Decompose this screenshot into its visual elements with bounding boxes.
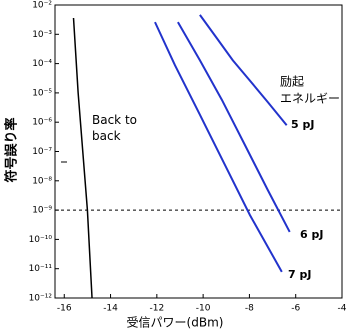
series-line (154, 21, 283, 273)
y-tick-label: 10⁻² (32, 1, 52, 11)
y-tick-label: 10⁻¹² (29, 294, 53, 304)
x-axis-label: 受信パワー(dBm) (127, 316, 224, 330)
series-label: 5 pJ (291, 118, 314, 131)
y-tick-label: 10⁻⁹ (32, 206, 52, 216)
x-tick-label: -12 (149, 304, 164, 314)
x-tick-label: -16 (57, 304, 72, 314)
y-tick-label: 10⁻⁷ (32, 147, 52, 157)
y-axis-label: 符号誤り率 (4, 117, 20, 182)
series-label: 7 pJ (288, 268, 311, 281)
series-line (177, 21, 291, 233)
x-tick-label: -14 (103, 304, 118, 314)
y-tick-label: 10⁻⁸ (32, 176, 52, 186)
x-tick-label: -6 (291, 304, 300, 314)
annotation: 励起 (280, 75, 304, 89)
y-tick-label: 10⁻⁶ (32, 118, 52, 128)
x-tick-label: -10 (196, 304, 211, 314)
series-line (199, 14, 288, 126)
y-tick-label: 10⁻⁵ (32, 88, 52, 98)
plot-frame (54, 4, 343, 299)
annotation: エネルギー (280, 92, 340, 106)
y-tick-label: 10⁻⁴ (32, 59, 52, 69)
y-tick-label: 10⁻³ (32, 30, 52, 40)
series-label: 6 pJ (300, 228, 323, 241)
y-tick-label: 10⁻¹¹ (29, 264, 53, 274)
series-line (72, 17, 93, 299)
series-label: Back to back (92, 113, 137, 143)
x-tick-label: -4 (338, 304, 347, 314)
y-tick-label: 10⁻¹⁰ (29, 235, 53, 245)
x-tick-label: -8 (245, 304, 254, 314)
